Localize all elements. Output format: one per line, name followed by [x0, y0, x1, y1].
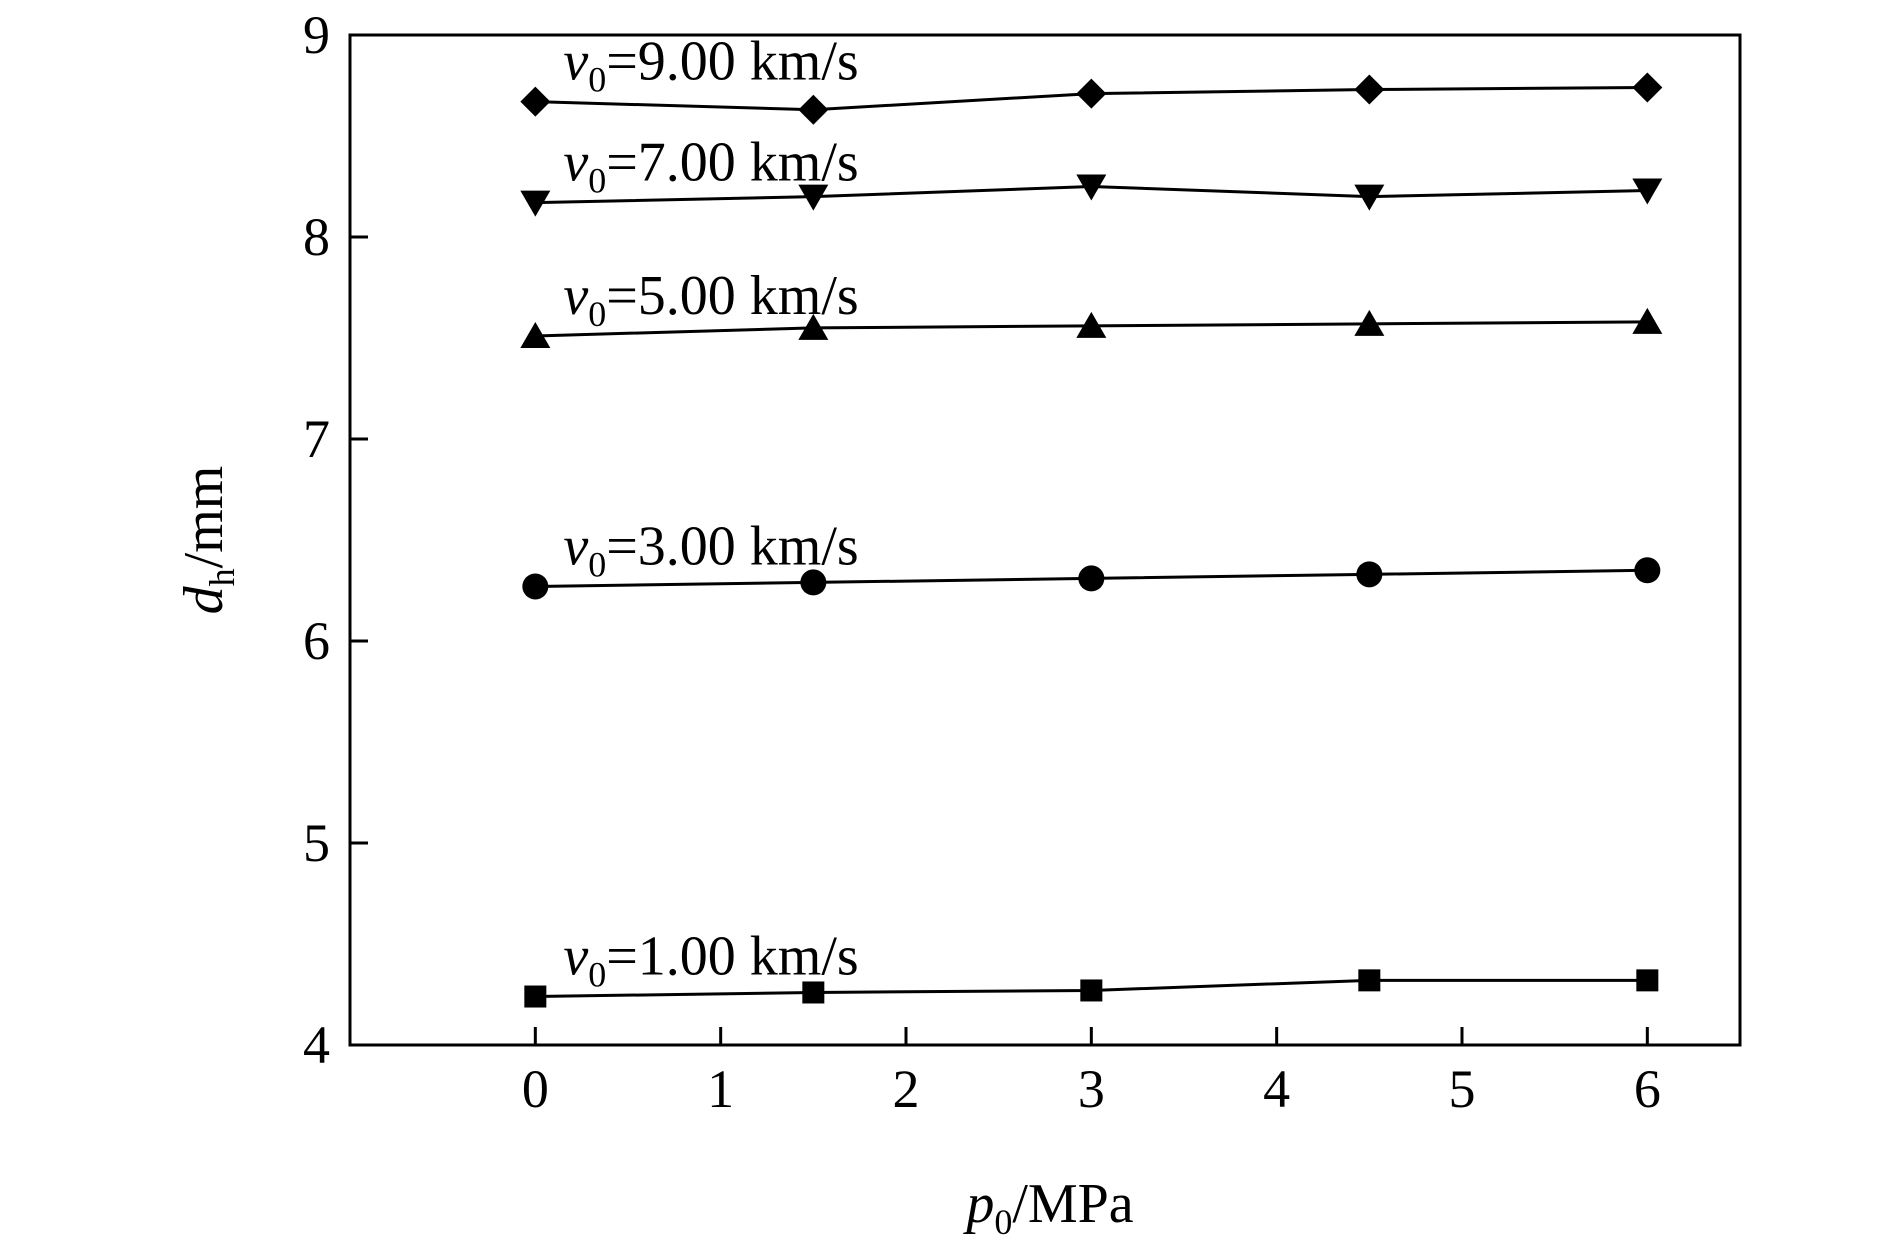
y-axis-label: dh/mm: [173, 466, 242, 615]
data-point-circle: [1078, 565, 1105, 592]
data-point-triangle-up: [1354, 309, 1385, 336]
y-tick-label: 9: [303, 5, 330, 65]
y-tick-label: 6: [303, 611, 330, 671]
series-label: v0=5.00 km/s: [563, 265, 858, 334]
y-tick-label: 4: [303, 1015, 330, 1075]
data-point-triangle-down: [1632, 178, 1663, 205]
series-layer: [520, 72, 1663, 1008]
data-point-triangle-up: [798, 313, 829, 340]
data-point-triangle-down: [1076, 174, 1107, 201]
data-point-circle: [1356, 561, 1383, 588]
data-point-circle: [522, 573, 549, 600]
data-point-square: [1080, 979, 1103, 1002]
x-tick-label: 1: [707, 1059, 734, 1119]
data-point-diamond: [1632, 72, 1663, 103]
series-label: v0=7.00 km/s: [563, 132, 858, 201]
x-tick-label: 4: [1263, 1059, 1290, 1119]
data-point-square: [524, 985, 547, 1008]
x-tick-label: 5: [1449, 1059, 1476, 1119]
data-point-circle: [1634, 557, 1661, 584]
data-point-square: [1636, 969, 1659, 992]
x-axis-label: p0/MPa: [962, 1173, 1133, 1240]
x-tick-label: 2: [893, 1059, 920, 1119]
series-4: [524, 969, 1659, 1008]
series-label: v0=3.00 km/s: [563, 515, 858, 584]
data-point-triangle-down: [1354, 184, 1385, 211]
data-point-diamond: [520, 86, 551, 117]
ticks: 0 1 2 3 4 5 6 4 5 6 7 8 9: [303, 5, 1661, 1119]
data-point-triangle-up: [1632, 307, 1663, 334]
data-point-circle: [800, 569, 827, 596]
series-2: [520, 307, 1663, 348]
data-point-triangle-down: [798, 184, 829, 211]
series-label: v0=9.00 km/s: [563, 31, 858, 100]
series-1: [520, 174, 1663, 217]
x-tick-label: 0: [522, 1059, 549, 1119]
y-tick-label: 7: [303, 409, 330, 469]
series-label: v0=1.00 km/s: [563, 926, 858, 995]
data-point-diamond: [798, 94, 829, 125]
series-0: [520, 72, 1663, 125]
data-point-triangle-up: [1076, 311, 1107, 338]
y-tick-label: 8: [303, 207, 330, 267]
data-point-diamond: [1354, 74, 1385, 105]
labels-layer: v0=9.00 km/s v0=7.00 km/s v0=5.00 km/s v0=3…: [563, 31, 858, 995]
data-point-square: [1358, 969, 1381, 992]
x-tick-label: 6: [1634, 1059, 1661, 1119]
data-point-square: [802, 981, 825, 1004]
data-point-triangle-up: [520, 321, 551, 348]
x-tick-label: 3: [1078, 1059, 1105, 1119]
data-point-triangle-down: [520, 190, 551, 217]
series-3: [522, 557, 1661, 600]
plot-frame: [348, 33, 1742, 1047]
y-tick-label: 5: [303, 813, 330, 873]
data-point-diamond: [1076, 78, 1107, 109]
